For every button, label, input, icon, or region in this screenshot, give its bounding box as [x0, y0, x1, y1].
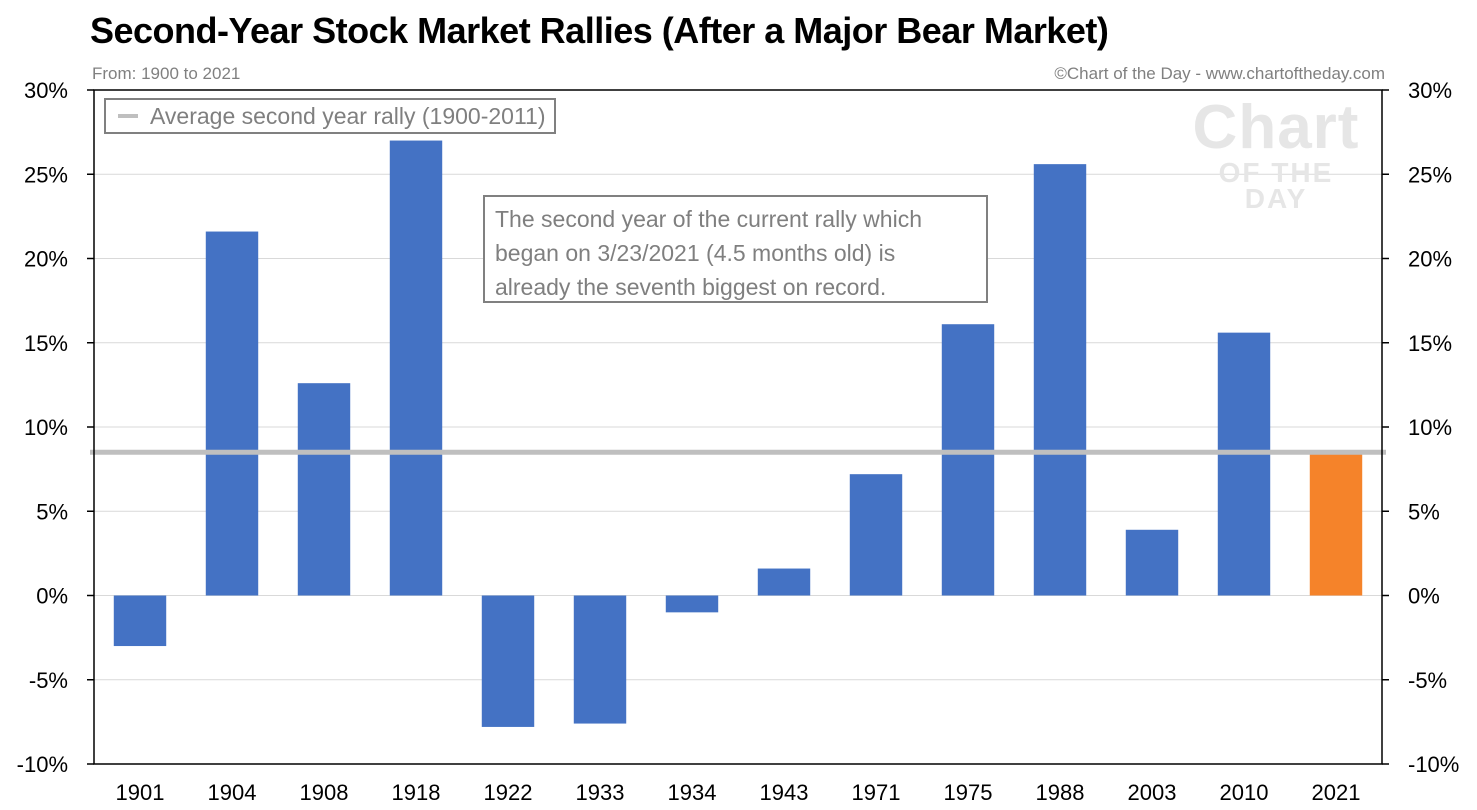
legend: Average second year rally (1900-2011) [104, 98, 556, 134]
grid-lines [94, 173, 1382, 681]
x-tick-label: 1943 [760, 780, 809, 805]
x-tick-label: 1922 [484, 780, 533, 805]
y-tick-label-right: 15% [1408, 331, 1452, 356]
annotation-line: already the seventh biggest on record. [495, 274, 887, 300]
bar-1904 [205, 231, 259, 596]
x-tick-label: 1933 [576, 780, 625, 805]
y-axis-right: 30% 25% 20% 15% 10% 5% 0% -5% -10% [1382, 78, 1459, 777]
chart-credit: ©Chart of the Day - www.chartoftheday.co… [1054, 64, 1385, 83]
x-tick-label: 2021 [1312, 780, 1361, 805]
y-tick-label-right: 30% [1408, 78, 1452, 103]
y-tick-label-left: 0% [36, 584, 68, 609]
y-tick-label-left: 25% [24, 162, 68, 187]
bar-2010 [1217, 332, 1271, 596]
bar-1933 [573, 595, 627, 724]
y-tick-label-left: 30% [24, 78, 68, 103]
bar-2021 [1309, 452, 1363, 596]
x-tick-label: 1934 [668, 780, 717, 805]
x-tick-label: 1975 [944, 780, 993, 805]
bar-2003 [1125, 529, 1179, 596]
logo-word-chart: Chart [1192, 93, 1360, 162]
x-tick-label: 1908 [300, 780, 349, 805]
x-tick-label: 1904 [208, 780, 257, 805]
logo-word-of-the-day: OF THE DAY [1218, 157, 1334, 214]
x-tick-label: 2010 [1220, 780, 1269, 805]
y-tick-label-left: 10% [24, 415, 68, 440]
chart-of-the-day-logo: Chart OF THE DAY [1186, 93, 1366, 214]
y-tick-label-right: -5% [1408, 668, 1447, 693]
bar-1918 [389, 140, 443, 596]
bar-1975 [941, 324, 995, 596]
bars [113, 140, 1363, 727]
annotation-line: The second year of the current rally whi… [495, 206, 922, 232]
bar-1922 [481, 595, 535, 727]
y-tick-label-right: -10% [1408, 752, 1459, 777]
bar-1988 [1033, 164, 1087, 596]
y-tick-label-left: 20% [24, 247, 68, 272]
x-tick-label: 2003 [1128, 780, 1177, 805]
y-tick-label-right: 20% [1408, 247, 1452, 272]
bar-1901 [113, 595, 167, 647]
x-tick-label: 1901 [116, 780, 165, 805]
y-tick-label-left: 15% [24, 331, 68, 356]
bar-1971 [849, 474, 903, 596]
y-tick-label-left: 5% [36, 499, 68, 524]
annotation-line: began on 3/23/2021 (4.5 months old) is [495, 240, 896, 266]
x-axis: 1901 1904 1908 1918 1922 1933 1934 1943 1971 1975… [116, 780, 1361, 805]
y-axis-left: 30% 25% 20% 15% 10% 5% 0% -5% -10% [17, 78, 94, 777]
bar-1908 [297, 383, 351, 596]
y-tick-label-left: -5% [29, 668, 68, 693]
x-tick-label: 1918 [392, 780, 441, 805]
annotation-box: The second year of the current rally whi… [483, 195, 988, 303]
bar-1943 [757, 568, 811, 596]
x-tick-label: 1971 [852, 780, 901, 805]
chart-subtitle: From: 1900 to 2021 [92, 64, 241, 83]
bar-1934 [665, 595, 719, 613]
y-tick-label-right: 25% [1408, 162, 1452, 187]
y-tick-label-right: 0% [1408, 584, 1440, 609]
legend-average-swatch [118, 114, 138, 118]
y-tick-label-right: 5% [1408, 499, 1440, 524]
legend-average-label: Average second year rally (1900-2011) [150, 102, 546, 129]
chart-title: Second-Year Stock Market Rallies (After … [90, 10, 1109, 51]
y-tick-label-right: 10% [1408, 415, 1452, 440]
y-tick-label-left: -10% [17, 752, 68, 777]
x-tick-label: 1988 [1036, 780, 1085, 805]
